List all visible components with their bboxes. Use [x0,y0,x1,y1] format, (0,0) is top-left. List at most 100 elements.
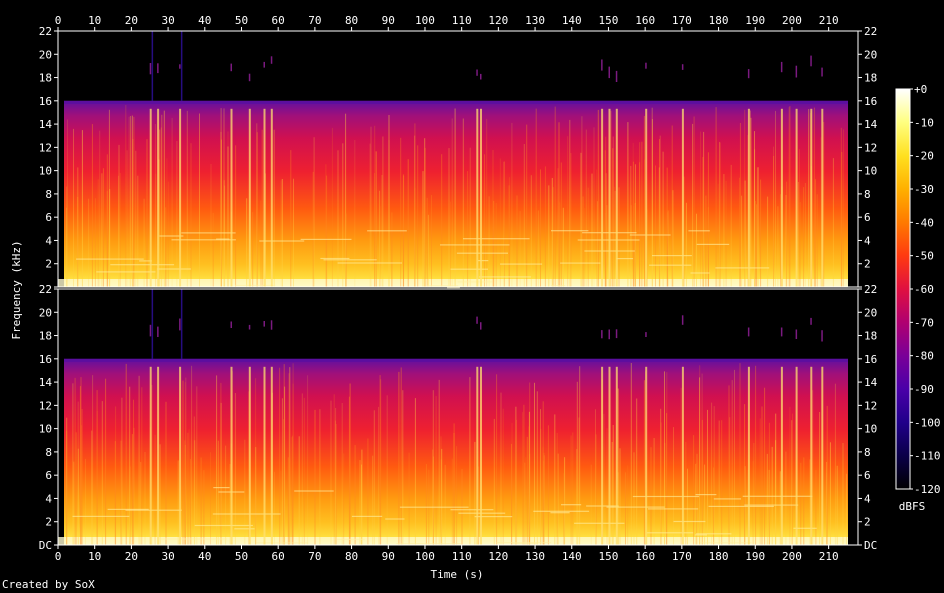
harmonic-line [700,542,752,544]
x-tick-label: 180 [709,14,729,27]
spectral-streak [66,186,68,287]
y-tick-label: 8 [864,446,871,459]
transient-spike [810,108,813,287]
spectral-streak [138,375,140,545]
spectral-streak [203,470,205,545]
high-freq-artifact [157,63,159,74]
spectral-streak [141,387,143,545]
spectral-streak [101,173,103,287]
spectral-streak [797,182,799,287]
spectral-streak [842,443,844,545]
spectral-streak [73,128,74,287]
spectral-streak [756,204,757,287]
spectral-streak [190,143,192,287]
spectral-streak [106,154,108,287]
spectral-streak [756,167,758,287]
x-tick-label: 190 [745,14,765,27]
transient-spike [149,108,152,287]
high-freq-artifact [608,66,610,79]
harmonic-line [457,281,493,283]
y-tick-label: 2 [45,258,52,271]
high-freq-artifact [179,318,181,331]
spectral-streak [696,453,698,545]
spectral-streak [582,196,584,287]
harmonic-line [385,518,405,520]
artifact-line [180,289,183,359]
spectral-streak [653,438,655,545]
spectral-streak [77,401,79,545]
y-tick-label: 10 [39,423,52,436]
spectral-streak [438,379,440,545]
spectral-streak [572,432,574,545]
transient-spike [263,366,266,545]
spectral-streak [754,149,756,287]
spectral-streak [140,462,142,545]
spectral-streak [535,108,537,287]
x-tick-label: 90 [382,550,395,563]
spectral-streak [414,135,416,287]
harmonic-line [320,257,350,260]
spectral-streak [284,386,286,545]
y-tick-label: 18 [39,72,52,85]
transient-spike [810,366,813,545]
spectral-streak [777,206,779,287]
x-tick-label: 10 [88,550,101,563]
spectral-streak [92,375,94,545]
spectral-streak [696,463,698,545]
spectral-streak [643,380,645,545]
spectral-streak [760,179,762,287]
spectral-streak [580,152,582,287]
spectral-streak [398,371,400,545]
spectral-streak [154,124,156,287]
x-tick-label: 120 [488,14,508,27]
spectral-streak [516,195,518,287]
spectral-streak [619,448,621,545]
harmonic-line [696,533,732,535]
spectral-streak [789,406,791,545]
spectral-streak [695,463,696,545]
x-tick-label: 60 [272,550,285,563]
transient-spike [601,108,604,287]
spectral-streak [800,462,802,545]
spectral-streak [548,185,550,287]
spectral-streak [699,377,701,545]
harmonic-line [396,543,461,545]
harmonic-line [194,524,253,527]
spectral-streak [154,434,156,545]
y-tick-label: 8 [45,446,52,459]
spectral-streak [424,147,426,287]
spectral-streak [400,137,402,287]
spectral-streak [739,177,740,287]
spectral-streak [605,212,607,287]
spectral-streak [636,398,638,545]
spectral-streak [151,385,153,545]
high-freq-artifact [601,59,603,71]
transient-spike [645,366,648,545]
high-freq-artifact [149,63,152,75]
harmonic-line [708,505,774,507]
x-tick-label: 200 [782,14,802,27]
cutoff-fringe [64,100,848,104]
harmonic-line [213,487,230,489]
spectral-streak [129,116,131,287]
spectral-streak [530,175,532,287]
colorbar-tick-label: -70 [914,316,934,329]
spectral-streak [94,198,96,287]
spectral-streak [556,433,558,545]
spectral-streak [433,456,434,545]
spectral-streak [700,131,701,287]
high-freq-artifact [780,61,783,73]
spectral-streak [426,197,428,287]
spectral-streak [610,110,612,287]
transient-spike [608,366,611,545]
harmonic-line [450,509,494,511]
spectral-streak [754,201,756,287]
spectral-streak [672,190,674,287]
harmonic-line [551,230,589,232]
spectral-streak [163,110,165,287]
transient-spike [795,366,798,545]
spectral-streak [826,405,828,545]
colorbar-tick-label: -50 [914,250,934,263]
spectral-streak [280,470,282,545]
high-freq-artifact [601,330,603,339]
